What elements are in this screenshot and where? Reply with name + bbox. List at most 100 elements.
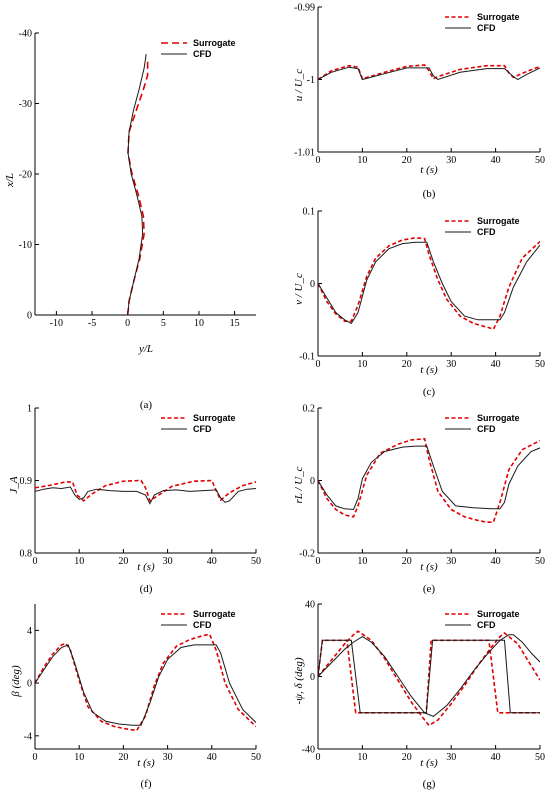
x-tick-label: 40 <box>491 556 501 567</box>
x-tick-label: 50 <box>535 556 545 567</box>
panel-label: (d) <box>140 583 153 595</box>
series-line-surrogate <box>318 64 540 81</box>
series-line-cfd <box>318 634 540 717</box>
y-tick-label: -10 <box>19 240 32 251</box>
series-line-surrogate <box>318 437 540 523</box>
y-tick-label: -0.2 <box>299 549 315 560</box>
x-tick-label: 50 <box>251 752 261 763</box>
legend-label-surrogate: Surrogate <box>193 609 236 619</box>
y-tick-label: -0.1 <box>299 352 315 363</box>
y-tick-label: -4 <box>24 731 32 742</box>
x-tick-label: 10 <box>74 752 84 763</box>
x-axis-label: t (s) <box>137 757 155 769</box>
x-tick-label: 0 <box>316 556 321 567</box>
chart-panel-e: 0 10 20 30 40 50-0.200.2t (s)rL / U_cSurrogat… <box>293 404 545 596</box>
series-line-cfd <box>318 66 540 81</box>
legend-label-surrogate: Surrogate <box>193 38 236 48</box>
x-tick-label: 10 <box>194 318 204 329</box>
x-tick-label: 50 <box>535 752 545 763</box>
x-tick-label: 10 <box>357 359 367 370</box>
y-tick-label: 0 <box>310 476 315 487</box>
x-tick-label: -5 <box>88 318 96 329</box>
series-line-surrogate <box>126 61 149 315</box>
x-tick-label: 50 <box>535 155 545 166</box>
series-line-cfd <box>318 445 540 511</box>
legend-label-surrogate: Surrogate <box>477 609 520 619</box>
y-axis-label: u / U_c <box>293 69 305 102</box>
x-tick-label: 30 <box>163 556 173 567</box>
x-tick-label: 0 <box>33 752 38 763</box>
y-tick-label: 0.2 <box>303 404 316 415</box>
y-tick-label: 0 <box>27 679 32 690</box>
y-tick-label: 0 <box>310 279 315 290</box>
legend-label-cfd: CFD <box>477 424 496 434</box>
series-group <box>318 236 540 331</box>
legend-label-surrogate: Surrogate <box>477 216 520 226</box>
series-line-cfd <box>35 486 256 505</box>
x-tick-label: 0 <box>316 155 321 166</box>
series-line-cfd <box>318 639 540 714</box>
x-tick-label: 50 <box>251 556 261 567</box>
y-axis-label: -ψ, δ (deg) <box>293 657 305 704</box>
x-tick-label: 10 <box>357 556 367 567</box>
x-tick-label: 40 <box>491 359 501 370</box>
series-line-cfd <box>127 54 147 315</box>
y-axis-label: J_A <box>8 476 20 493</box>
x-axis-label: t (s) <box>420 164 438 176</box>
x-tick-label: 0 <box>316 359 321 370</box>
x-tick-label: 40 <box>491 155 501 166</box>
x-tick-label: 5 <box>161 318 166 329</box>
series-group <box>35 479 256 505</box>
x-tick-label: 40 <box>207 752 217 763</box>
legend-label-cfd: CFD <box>193 424 212 434</box>
y-tick-label: 4 <box>27 626 32 637</box>
x-axis-label: y/L <box>138 343 153 355</box>
y-tick-label: -1 <box>307 75 315 86</box>
x-tick-label: 20 <box>402 359 412 370</box>
y-tick-label: 0.9 <box>20 476 33 487</box>
legend-label-surrogate: Surrogate <box>477 12 520 22</box>
x-tick-label: 40 <box>207 556 217 567</box>
x-tick-label: 10 <box>357 155 367 166</box>
y-tick-label: -40 <box>19 29 32 40</box>
panel-label: (b) <box>423 188 436 200</box>
legend-label-surrogate: Surrogate <box>193 413 236 423</box>
series-group <box>318 437 540 523</box>
y-tick-label: 0 <box>27 311 32 322</box>
y-axis-label: rL / U_c <box>293 466 305 503</box>
x-tick-label: 30 <box>446 155 456 166</box>
y-axis-label: v / U_c <box>293 273 305 305</box>
x-axis-label: t (s) <box>420 364 438 376</box>
legend-label-cfd: CFD <box>477 227 496 237</box>
y-tick-label: 1 <box>27 404 32 415</box>
chart-panel-c: 0 10 20 30 40 50-0.100.1t (s)v / U_cSurrogate… <box>293 207 545 399</box>
panel-label: (c) <box>423 386 436 398</box>
y-tick-label: -20 <box>19 170 32 181</box>
legend-label-cfd: CFD <box>193 49 212 59</box>
x-tick-label: 20 <box>402 752 412 763</box>
x-tick-label: 20 <box>402 155 412 166</box>
x-tick-label: 0 <box>316 752 321 763</box>
panel-label: (f) <box>141 778 152 790</box>
series-group <box>35 633 256 732</box>
series-group <box>318 630 540 727</box>
x-axis-label: t (s) <box>137 561 155 573</box>
x-tick-label: 30 <box>446 359 456 370</box>
x-axis-label: t (s) <box>420 757 438 769</box>
y-axis-label: x/L <box>4 173 16 188</box>
x-tick-label: 15 <box>230 318 240 329</box>
panel-label: (a) <box>140 399 153 411</box>
series-line-surrogate <box>318 630 540 727</box>
series-line-surrogate <box>35 479 256 503</box>
x-tick-label: 20 <box>118 556 128 567</box>
x-tick-label: 30 <box>163 752 173 763</box>
legend-label-cfd: CFD <box>193 620 212 630</box>
x-tick-label: -10 <box>50 318 63 329</box>
